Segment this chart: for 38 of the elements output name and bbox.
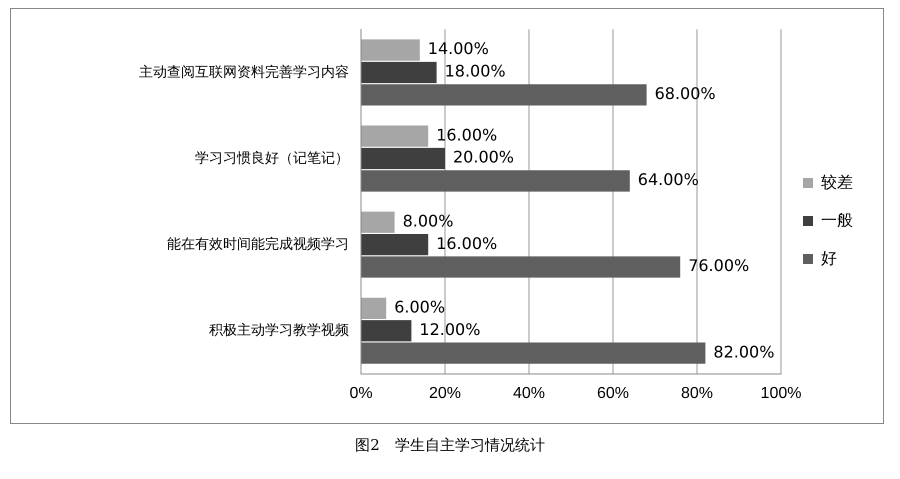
x-tick-label: 100% xyxy=(760,384,802,402)
data-label: 14.00% xyxy=(428,39,489,58)
data-label: 8.00% xyxy=(402,211,454,230)
data-label: 20.00% xyxy=(453,148,514,167)
bar xyxy=(362,212,395,233)
data-label: 18.00% xyxy=(444,62,506,81)
bar xyxy=(362,256,680,278)
bar xyxy=(362,39,420,61)
x-tick-label: 40% xyxy=(512,384,546,402)
data-label: 16.00% xyxy=(436,234,498,253)
y-tick-label: 能在有效时间能完成视频学习 xyxy=(167,236,349,252)
y-tick-label: 主动查阅互联网资料完善学习内容 xyxy=(139,63,349,80)
x-tick-label: 60% xyxy=(596,384,630,402)
bar xyxy=(362,320,412,342)
x-tick-label: 20% xyxy=(428,384,462,402)
legend-label: 一般 xyxy=(821,212,853,230)
data-label: 16.00% xyxy=(436,125,498,144)
bar xyxy=(362,62,437,84)
y-tick-label: 学习习惯良好（记笔记） xyxy=(195,149,349,166)
bar xyxy=(362,234,428,256)
x-tick-label: 80% xyxy=(680,384,714,402)
bar xyxy=(362,170,630,192)
bar xyxy=(362,342,706,364)
data-label: 12.00% xyxy=(419,320,480,339)
bar xyxy=(362,298,386,319)
legend-label: 好 xyxy=(821,250,837,268)
y-tick-label: 积极主动学习教学视频 xyxy=(209,322,349,338)
data-label: 76.00% xyxy=(688,256,750,276)
text: 图2 学生自主学习情况统计 xyxy=(354,436,546,455)
bar xyxy=(362,148,445,170)
data-label: 68.00% xyxy=(654,84,716,103)
data-label: 82.00% xyxy=(713,342,774,362)
x-tick-label: 0% xyxy=(349,384,373,402)
bar xyxy=(362,84,647,106)
legend-label: 较差 xyxy=(821,173,853,192)
data-label: 64.00% xyxy=(638,170,699,190)
data-label: 6.00% xyxy=(394,298,446,317)
bar xyxy=(362,126,428,147)
